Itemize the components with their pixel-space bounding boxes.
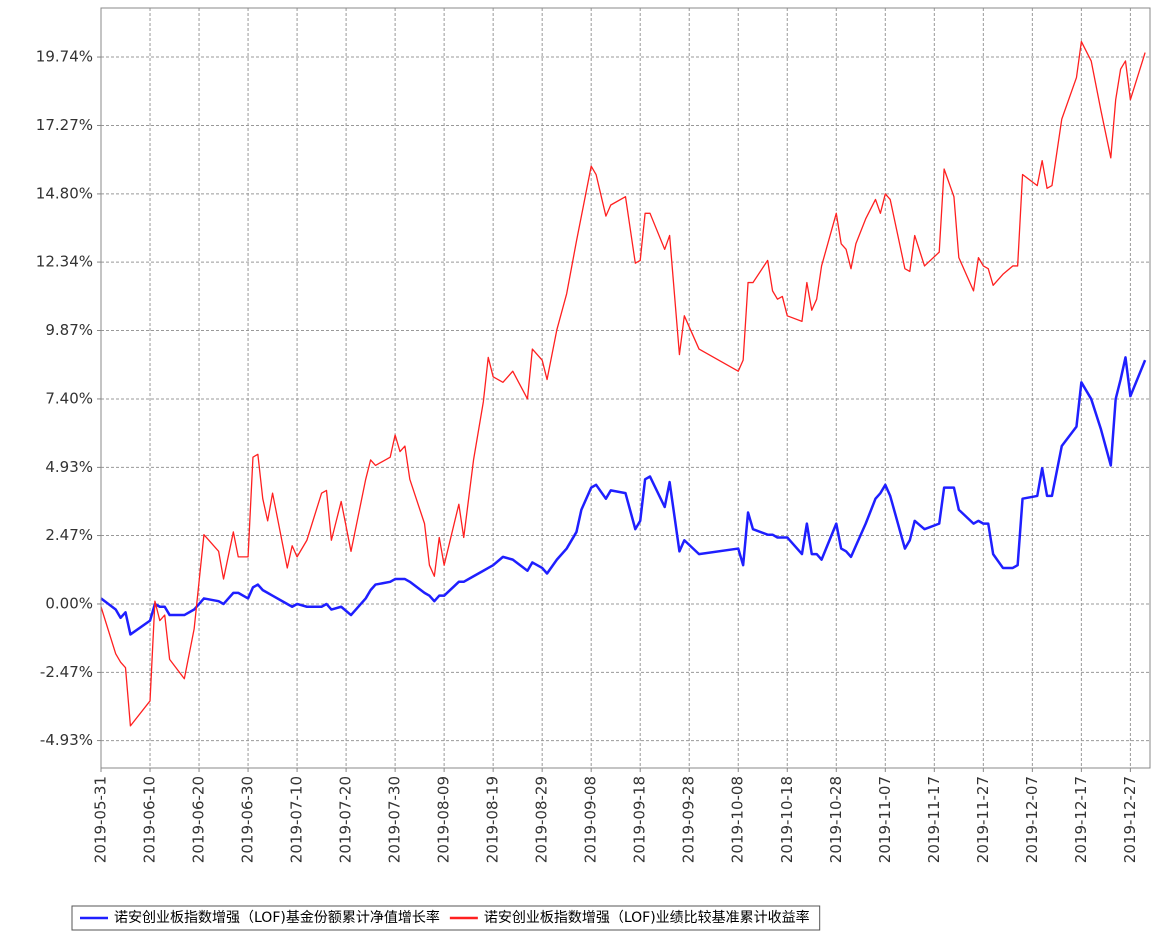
x-tick-label: 2019-06-20	[190, 776, 208, 863]
y-tick-label: 14.80%	[36, 184, 93, 202]
legend-label: 诺安创业板指数增强（LOF)业绩比较基准累计收益率	[484, 909, 810, 926]
legend: 诺安创业板指数增强（LOF)基金份额累计净值增长率 诺安创业板指数增强（LOF)业…	[71, 905, 821, 931]
x-tick-label: 2019-10-28	[827, 776, 845, 863]
lines	[100, 40, 1147, 727]
ticks: -4.93% -2.47% 0.00% 2.47% 4.93% 7.40% 9.87% 12.…	[36, 48, 1139, 864]
x-tick-label: 2019-12-07	[1023, 776, 1041, 863]
x-tick-label: 2019-09-18	[631, 776, 649, 863]
y-tick-label: 2.47%	[45, 526, 93, 544]
y-tick-label: 4.93%	[45, 458, 93, 476]
y-tick-label: 17.27%	[36, 116, 93, 134]
y-tick-label: 0.00%	[45, 594, 93, 612]
x-tick-label: 2019-08-09	[435, 776, 453, 863]
plot-frame	[100, 7, 1151, 769]
legend-label: 诺安创业板指数增强（LOF)基金份额累计净值增长率	[114, 909, 440, 926]
x-tick-label: 2019-05-31	[92, 776, 110, 863]
x-tick-label: 2019-07-20	[337, 776, 355, 863]
x-tick-label: 2019-12-27	[1121, 776, 1139, 863]
x-tick-label: 2019-09-08	[582, 776, 600, 863]
x-tick-label: 2019-09-28	[680, 776, 698, 863]
x-tick-label: 2019-11-17	[925, 776, 943, 863]
x-tick-label: 2019-06-10	[141, 776, 159, 863]
x-tick-label: 2019-11-27	[974, 776, 992, 863]
y-tick-label: 9.87%	[45, 321, 93, 339]
x-tick-label: 2019-10-18	[778, 776, 796, 863]
x-tick-label: 2019-11-07	[876, 776, 894, 863]
series-line	[100, 40, 1146, 727]
x-tick-label: 2019-06-30	[239, 776, 257, 863]
y-tick-label: -4.93%	[40, 731, 93, 749]
x-tick-label: 2019-10-08	[729, 776, 747, 863]
y-tick-label: 7.40%	[45, 389, 93, 407]
y-tick-label: -2.47%	[40, 663, 93, 681]
x-tick-label: 2019-08-29	[533, 776, 551, 863]
y-tick-label: 19.74%	[36, 48, 93, 66]
x-tick-label: 2019-07-30	[386, 776, 404, 863]
x-tick-label: 2019-07-10	[288, 776, 306, 863]
x-tick-label: 2019-08-19	[484, 776, 502, 863]
x-tick-label: 2019-12-17	[1072, 776, 1090, 863]
legend-box	[71, 905, 821, 931]
series-line	[100, 356, 1147, 636]
y-tick-label: 12.34%	[36, 253, 93, 271]
